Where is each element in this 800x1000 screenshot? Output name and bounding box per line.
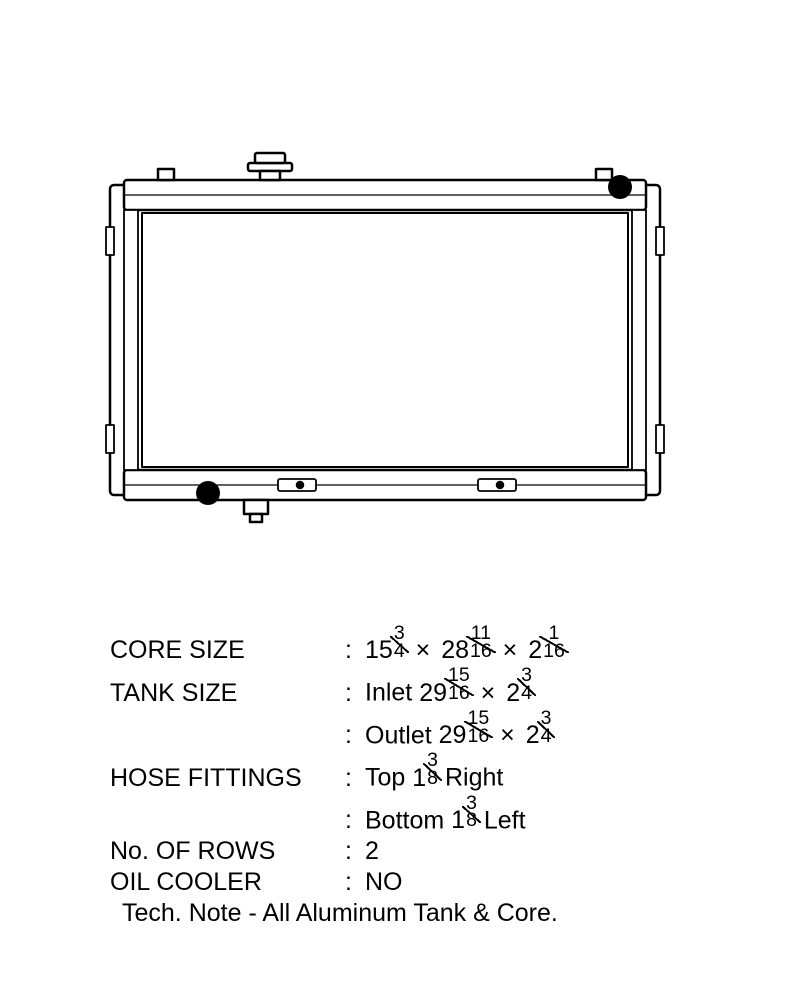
tech-note: Tech. Note - All Aluminum Tank & Core. <box>110 899 690 928</box>
spec-rows: No. OF ROWS : 2 <box>110 837 690 866</box>
tank-size-outlet-value: Outlet 291516 × 234 <box>365 710 690 750</box>
oil-cooler-value: NO <box>365 868 690 897</box>
spec-hose-bottom: : Bottom 138 Left <box>110 795 690 835</box>
hose-bottom-value: Bottom 138 Left <box>365 795 690 835</box>
hose-top-value: Top 138 Right <box>365 752 690 792</box>
spec-tank-size-inlet: TANK SIZE : Inlet 291516 × 234 <box>110 667 690 707</box>
core-size-value: 1534 × 281116 × 2116 <box>365 625 690 665</box>
colon: : <box>345 764 365 793</box>
spec-hose-top: HOSE FITTINGS : Top 138 Right <box>110 752 690 792</box>
oil-cooler-label: OIL COOLER <box>110 868 345 897</box>
colon: : <box>345 806 365 835</box>
spec-core-size: CORE SIZE : 1534 × 281116 × 2116 <box>110 625 690 665</box>
colon: : <box>345 679 365 708</box>
spec-oil-cooler: OIL COOLER : NO <box>110 868 690 897</box>
core-size-label: CORE SIZE <box>110 636 345 665</box>
tank-size-label: TANK SIZE <box>110 679 345 708</box>
colon: : <box>345 721 365 750</box>
colon: : <box>345 868 365 897</box>
spec-tank-size-outlet: : Outlet 291516 × 234 <box>110 710 690 750</box>
radiator-diagram <box>100 135 670 535</box>
colon: : <box>345 636 365 665</box>
rows-value: 2 <box>365 837 690 866</box>
spec-table: CORE SIZE : 1534 × 281116 × 2116 TANK SI… <box>110 625 690 928</box>
rows-label: No. OF ROWS <box>110 837 345 866</box>
tank-size-inlet-value: Inlet 291516 × 234 <box>365 667 690 707</box>
hose-fittings-label: HOSE FITTINGS <box>110 764 345 793</box>
colon: : <box>345 837 365 866</box>
